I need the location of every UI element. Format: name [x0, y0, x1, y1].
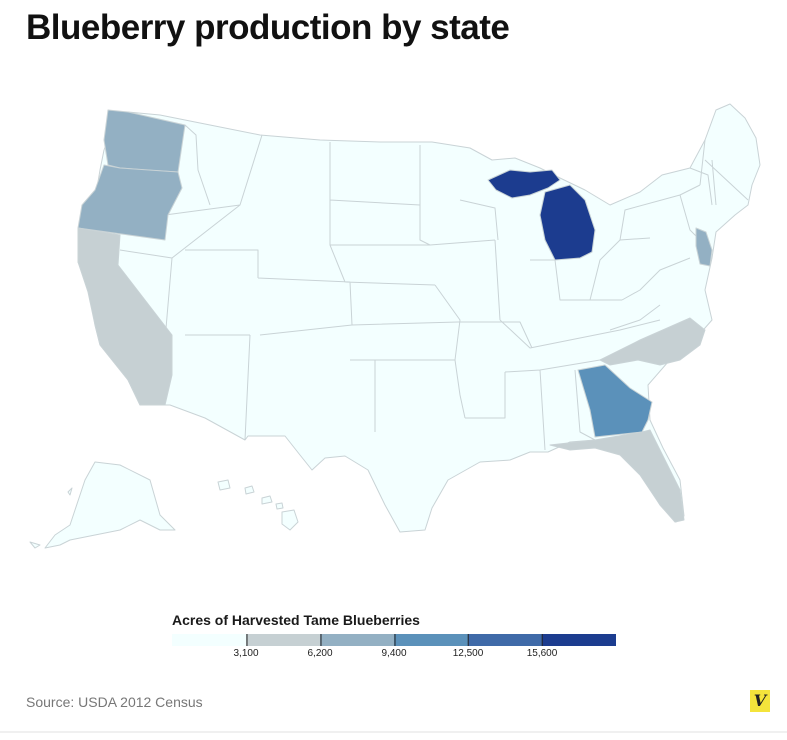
- state-florida: [549, 429, 685, 523]
- state-michigan-upper: [487, 169, 561, 199]
- state-california: [77, 227, 173, 406]
- legend-swatch: [246, 634, 320, 646]
- state-oregon: [77, 164, 183, 241]
- state-north-carolina: [599, 317, 706, 366]
- state-hawaii: [217, 479, 299, 531]
- legend: Acres of Harvested Tame Blueberries 3,10…: [172, 612, 632, 664]
- legend-tick: 12,500: [452, 634, 484, 659]
- legend-tick: 9,400: [381, 634, 407, 659]
- source-note: Source: USDA 2012 Census: [26, 694, 203, 710]
- divider: [0, 731, 787, 733]
- legend-title: Acres of Harvested Tame Blueberries: [172, 612, 420, 628]
- legend-ticks: 3,100 6,200 9,400 12,500 15,600: [172, 634, 616, 664]
- legend-tick: 6,200: [307, 634, 333, 659]
- legend-swatch: [542, 634, 616, 646]
- legend-tick: 15,600: [526, 634, 558, 659]
- legend-tick: 3,100: [233, 634, 259, 659]
- legend-color-bar: [172, 634, 616, 646]
- legend-swatch: [394, 634, 468, 646]
- legend-swatch: [320, 634, 394, 646]
- legend-swatch: [468, 634, 542, 646]
- state-michigan-lower: [539, 184, 596, 261]
- alaska-islands: [29, 487, 73, 549]
- vox-logo: V: [750, 690, 770, 712]
- state-new-jersey: [695, 227, 713, 267]
- state-georgia: [577, 364, 653, 438]
- state-alaska: [44, 461, 176, 549]
- chart-title: Blueberry production by state: [26, 8, 510, 47]
- legend-swatch: [172, 634, 246, 646]
